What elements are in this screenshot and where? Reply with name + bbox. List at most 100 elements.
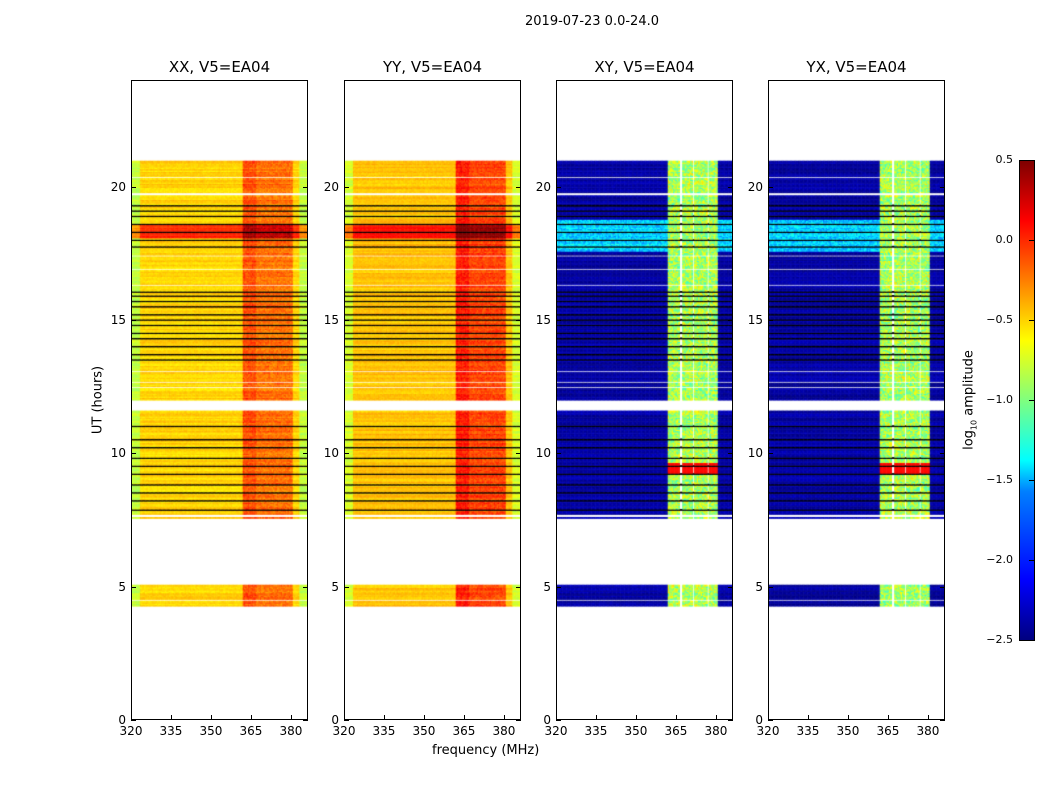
- colorbar: [1019, 160, 1035, 641]
- y-tick-label: 20: [323, 179, 339, 194]
- y-tick-label: 0: [118, 713, 126, 727]
- y-tick-label: 5: [331, 579, 339, 594]
- colorbar-label-text: amplitude: [961, 350, 977, 420]
- colorbar-label-sub: 10: [969, 419, 979, 431]
- y-tick-label: 5: [118, 579, 126, 594]
- y-tick-label: 20: [747, 179, 763, 194]
- x-tick: [927, 715, 929, 720]
- x-tick: [250, 715, 252, 720]
- x-tick-label: 335: [159, 724, 183, 738]
- y-tick-right: [516, 186, 521, 188]
- y-tick-right: [516, 320, 521, 321]
- colorbar-tick-label: −2.5: [986, 633, 1013, 646]
- x-tick: [887, 715, 889, 720]
- y-tick-right: [940, 453, 945, 455]
- panel-title: YX, V5=EA04: [806, 58, 907, 76]
- y-tick-label: 5: [755, 579, 763, 594]
- x-axis-label: frequency (MHz): [432, 743, 540, 758]
- x-tick-label: 320: [332, 724, 356, 738]
- x-tick-label: 380: [492, 724, 516, 738]
- y-tick-label: 15: [535, 313, 551, 327]
- x-tick-label: 380: [704, 724, 728, 738]
- x-tick-label: 365: [239, 724, 263, 738]
- colorbar-tick: [1029, 160, 1034, 161]
- y-tick-right: [728, 320, 733, 321]
- x-tick-label: 365: [452, 724, 476, 738]
- y-tick-right: [728, 720, 733, 721]
- x-tick: [503, 715, 505, 720]
- x-tick-label: 365: [876, 724, 900, 738]
- y-tick-right: [516, 453, 521, 455]
- y-tick: [131, 320, 136, 321]
- x-tick: [595, 715, 597, 720]
- x-tick-label: 350: [199, 724, 223, 738]
- x-tick: [768, 715, 769, 720]
- y-tick: [768, 720, 773, 721]
- x-tick-label: 320: [544, 724, 568, 738]
- heatmap-image: [132, 81, 307, 719]
- panel-title: XY, V5=EA04: [594, 58, 695, 76]
- colorbar-tick: [1029, 480, 1034, 481]
- x-tick-label: 365: [664, 724, 688, 738]
- x-tick-label: 350: [624, 724, 648, 738]
- colorbar-tick: [1029, 240, 1034, 241]
- heatmap-axes-0: [131, 80, 308, 720]
- y-tick-right: [728, 453, 733, 455]
- colorbar-tick-label: −2.0: [986, 553, 1013, 566]
- heatmap-axes-1: [344, 80, 521, 720]
- colorbar-tick-label: −1.5: [986, 473, 1013, 486]
- y-tick: [344, 186, 349, 188]
- y-tick-label: 15: [110, 313, 126, 327]
- colorbar-tick-label: 0.5: [995, 153, 1014, 166]
- x-tick-label: 380: [279, 724, 303, 738]
- y-tick-label: 0: [543, 713, 551, 727]
- x-tick: [715, 715, 717, 720]
- y-tick: [131, 186, 136, 188]
- heatmap-image: [769, 81, 944, 719]
- y-tick: [556, 186, 561, 188]
- colorbar-label: log10 amplitude: [962, 350, 979, 450]
- y-tick-label: 5: [543, 579, 551, 594]
- y-tick: [344, 320, 349, 321]
- y-tick: [768, 586, 773, 588]
- x-tick: [807, 715, 809, 720]
- y-tick-label: 15: [747, 313, 763, 327]
- y-tick-label: 0: [331, 713, 339, 727]
- colorbar-tick: [1029, 560, 1034, 561]
- colorbar-tick-label: −1.0: [986, 393, 1013, 406]
- colorbar-tick-label: −0.5: [986, 313, 1013, 326]
- panel-title: XX, V5=EA04: [168, 58, 271, 76]
- x-tick: [463, 715, 465, 720]
- colorbar-tick: [1029, 400, 1034, 401]
- x-tick-label: 335: [796, 724, 820, 738]
- y-tick: [768, 453, 773, 455]
- heatmap-image: [345, 81, 520, 719]
- x-tick: [635, 715, 637, 720]
- x-tick: [675, 715, 677, 720]
- heatmap-axes-2: [556, 80, 733, 720]
- y-tick-right: [940, 186, 945, 188]
- x-tick: [383, 715, 385, 720]
- y-tick: [768, 320, 773, 321]
- colorbar-label-log: log: [961, 430, 977, 450]
- y-tick: [556, 586, 561, 588]
- y-tick-label: 15: [323, 313, 339, 327]
- x-tick: [131, 715, 132, 720]
- colorbar-tick-label: 0.0: [995, 233, 1014, 246]
- figure-title: 2019-07-23 0.0-24.0: [525, 14, 659, 29]
- y-tick: [344, 453, 349, 455]
- y-tick-label: 0: [755, 713, 763, 727]
- y-tick-label: 20: [535, 179, 551, 194]
- y-tick-right: [303, 320, 308, 321]
- y-tick-right: [940, 720, 945, 721]
- y-tick: [131, 453, 136, 455]
- panel-title: YY, V5=EA04: [382, 58, 483, 76]
- heatmap-axes-3: [768, 80, 945, 720]
- x-tick: [170, 715, 172, 720]
- x-tick: [290, 715, 292, 720]
- y-tick: [556, 720, 561, 721]
- x-tick: [423, 715, 425, 720]
- y-tick-label: 10: [535, 446, 551, 461]
- heatmap-image: [557, 81, 732, 719]
